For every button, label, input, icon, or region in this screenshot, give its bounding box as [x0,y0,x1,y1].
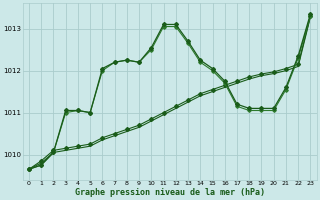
X-axis label: Graphe pression niveau de la mer (hPa): Graphe pression niveau de la mer (hPa) [75,188,265,197]
